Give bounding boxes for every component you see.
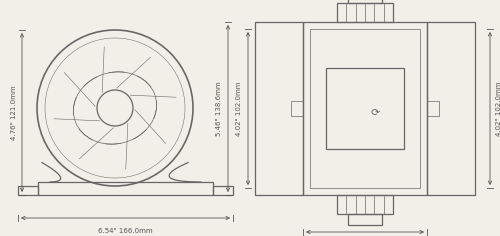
Bar xyxy=(310,29,420,188)
Bar xyxy=(337,195,393,214)
Bar xyxy=(348,214,382,225)
Bar xyxy=(18,186,38,195)
Text: ⟳: ⟳ xyxy=(370,108,380,118)
Text: 6.54" 166.0mm: 6.54" 166.0mm xyxy=(98,228,153,234)
Bar xyxy=(337,3,393,22)
Bar xyxy=(427,101,439,116)
Text: 5.46" 138.6mm: 5.46" 138.6mm xyxy=(216,81,222,136)
Bar xyxy=(348,0,382,3)
Bar xyxy=(326,68,404,149)
Text: 4.02" 102.0mm: 4.02" 102.0mm xyxy=(236,81,242,136)
Bar xyxy=(427,22,475,195)
Bar xyxy=(291,101,303,116)
Bar xyxy=(255,22,303,195)
Text: 4.76" 121.0mm: 4.76" 121.0mm xyxy=(11,85,17,140)
Text: 4.02" 102.0mm: 4.02" 102.0mm xyxy=(496,81,500,136)
Bar xyxy=(213,186,233,195)
Bar xyxy=(38,182,213,195)
Bar xyxy=(303,22,427,195)
